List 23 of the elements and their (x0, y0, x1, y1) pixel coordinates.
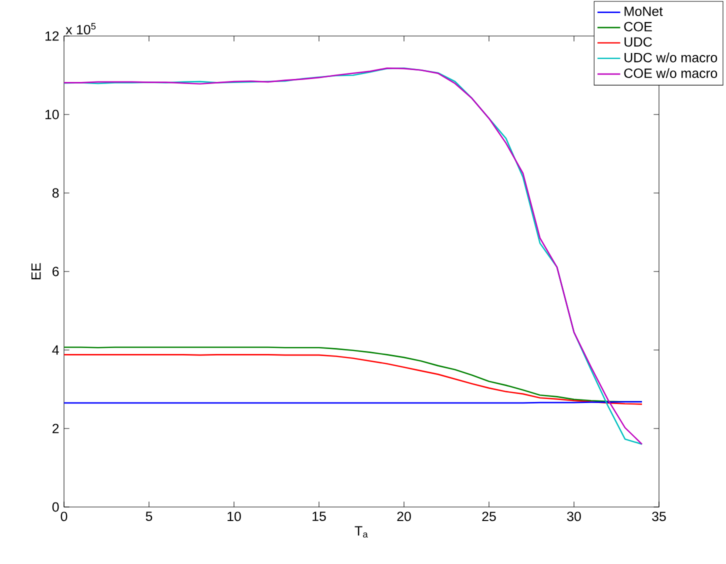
y-tick-label: 8 (52, 188, 59, 198)
y-axis-title: EE (31, 263, 41, 280)
legend-label: COE (624, 22, 652, 32)
y-tick-label: 10 (45, 110, 59, 120)
legend-label: MoNet (624, 6, 663, 16)
y-tick-label: 6 (52, 266, 59, 276)
x-axis-title: T$_{a}$ (354, 526, 368, 538)
y-tick-label: 2 (52, 424, 59, 434)
x-tick-label: 15 (312, 512, 326, 521)
x-tick-label: 5 (146, 512, 152, 521)
text: x 10$^{5}$ (66, 23, 96, 34)
x-tick-label: 30 (567, 512, 581, 522)
legend-label: UDC w/o macro (624, 52, 718, 62)
x-tick-label: 20 (397, 512, 411, 522)
y-tick-label: 4 (52, 345, 59, 355)
y-tick-label: 12 (45, 31, 59, 41)
x-tick-label: 25 (482, 512, 496, 522)
legend-label: UDC (624, 37, 652, 47)
x-tick-label: 0 (60, 512, 68, 522)
x-tick-label: 10 (228, 512, 241, 522)
legend-label: COE w/o macro (624, 68, 718, 78)
x-tick-label: 35 (652, 512, 666, 522)
y-tick-label: 0 (52, 502, 59, 512)
